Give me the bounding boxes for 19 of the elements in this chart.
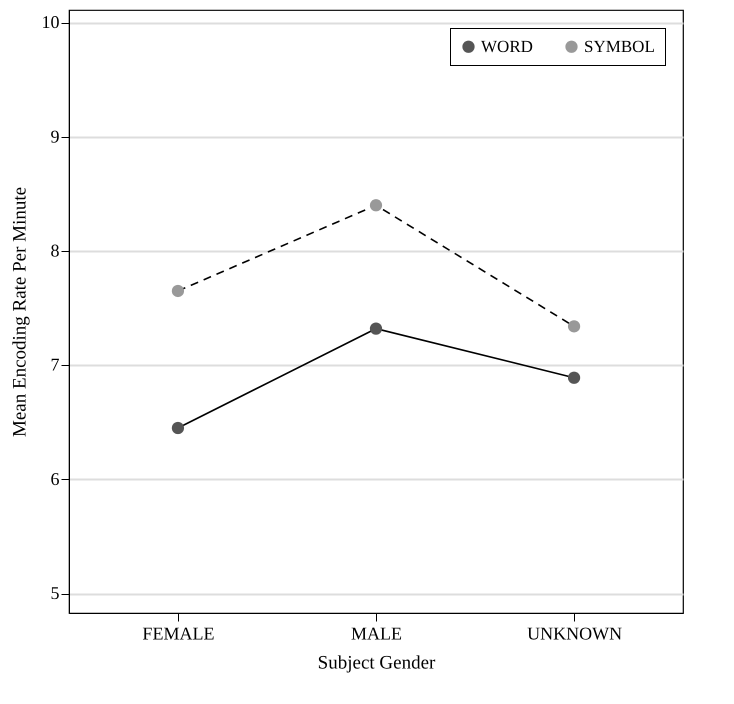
point [370,199,382,212]
point [568,320,580,332]
y-axis-title: Mean Encoding Rate Per Minute [10,186,30,438]
y-tick-label: 9 [50,126,60,146]
y-tick-label: 6 [50,468,60,489]
y-tick-label: 7 [50,354,60,375]
point [172,284,184,298]
point [568,372,580,384]
x-axis-title: Subject Gender [318,652,436,674]
legend-label: SYMBOL [584,36,655,56]
y-tick-label: 5 [50,583,60,604]
x-tick-label: MALE [351,624,402,644]
legend-label: WORD [481,36,533,56]
y-tick-label: 8 [50,240,60,260]
x-tick-label: FEMALE [142,624,214,644]
x-tick-label: UNKNOWN [527,624,622,644]
point [370,322,382,335]
point [172,422,184,434]
y-tick-label: 10 [42,12,60,32]
